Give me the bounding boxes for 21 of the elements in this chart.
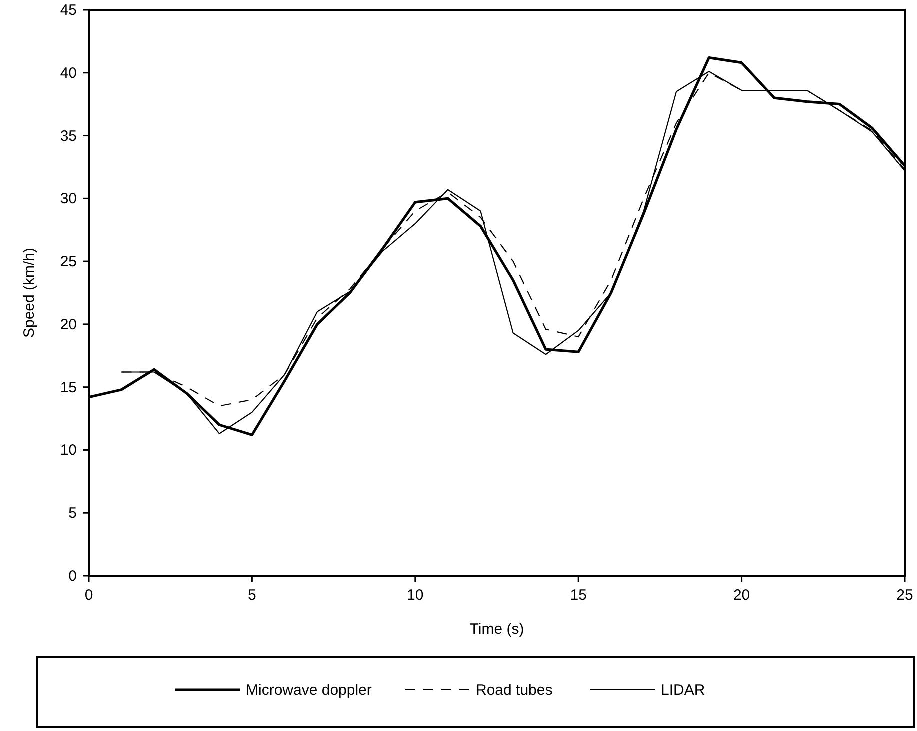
- x-tick-label: 25: [896, 587, 914, 604]
- y-tick-label: 5: [68, 505, 77, 522]
- y-tick-label: 20: [60, 316, 77, 334]
- y-tick-label: 45: [60, 2, 77, 19]
- x-axis-title: Time (s): [470, 621, 524, 638]
- legend-label: LIDAR: [661, 682, 706, 699]
- y-axis-title: Speed (km/h): [21, 248, 38, 338]
- x-tick-label: 10: [407, 587, 424, 604]
- y-tick-label: 0: [68, 568, 77, 585]
- y-tick-label: 30: [60, 190, 77, 208]
- y-tick-label: 40: [60, 64, 77, 82]
- x-tick-label: 0: [84, 587, 94, 604]
- x-tick-label: 20: [733, 587, 750, 604]
- legend-label: Microwave doppler: [246, 682, 372, 699]
- y-tick-label: 35: [60, 128, 77, 145]
- x-tick-label: 5: [248, 587, 256, 604]
- y-tick-label: 15: [60, 379, 77, 396]
- y-tick-label: 10: [60, 442, 77, 460]
- y-tick-label: 25: [60, 254, 77, 271]
- legend-label: Road tubes: [476, 682, 553, 699]
- x-tick-label: 15: [570, 587, 587, 604]
